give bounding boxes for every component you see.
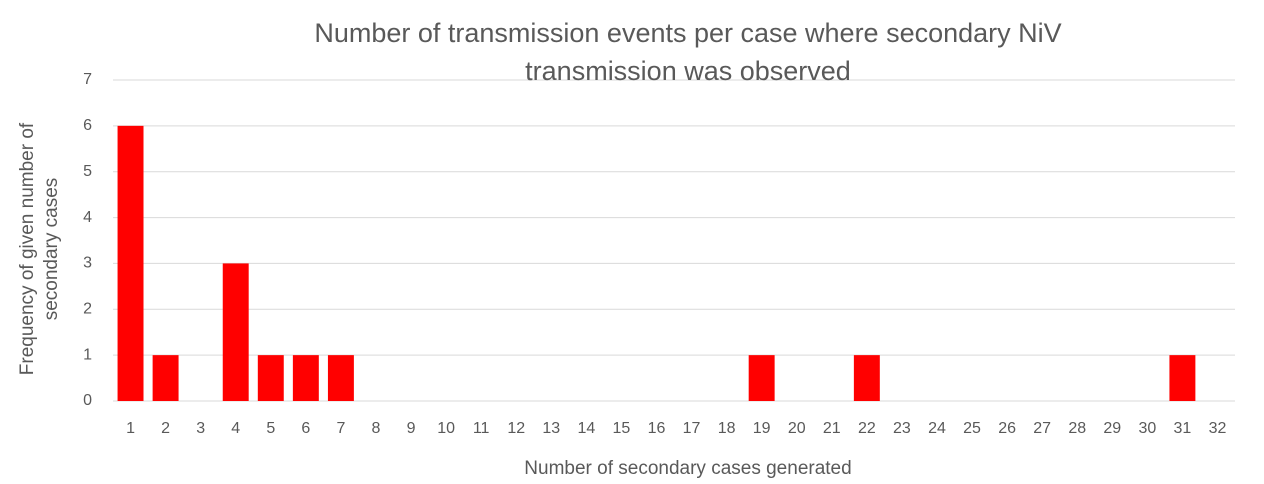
x-tick-label: 30 <box>1138 420 1156 437</box>
x-tick-label: 32 <box>1209 420 1227 437</box>
bar <box>327 355 354 401</box>
y-tick-label: 1 <box>83 346 92 363</box>
y-axis-label: Frequency of given number of secondary c… <box>17 122 62 376</box>
bar <box>1169 355 1196 401</box>
x-tick-label: 29 <box>1103 420 1121 437</box>
x-tick-label: 21 <box>823 420 841 437</box>
bar <box>222 263 249 401</box>
x-tick-label: 13 <box>542 420 560 437</box>
x-tick-label: 18 <box>718 420 736 437</box>
x-tick-label: 8 <box>372 420 381 437</box>
x-tick-label: 7 <box>336 420 345 437</box>
x-tick-label: 12 <box>507 420 525 437</box>
x-tick-label: 24 <box>928 420 946 437</box>
x-tick-label: 25 <box>963 420 981 437</box>
x-tick-label: 27 <box>1033 420 1051 437</box>
x-tick-label: 16 <box>648 420 666 437</box>
y-tick-label: 6 <box>83 117 92 134</box>
y-tick-label: 4 <box>83 209 92 226</box>
x-tick-label: 10 <box>437 420 455 437</box>
x-tick-label: 9 <box>407 420 416 437</box>
y-tick-label: 7 <box>83 71 92 88</box>
bar <box>152 355 179 401</box>
x-tick-label: 31 <box>1174 420 1192 437</box>
bar <box>257 355 284 401</box>
y-tick-label: 3 <box>83 255 92 272</box>
y-tick-label: 0 <box>83 392 92 409</box>
x-tick-label: 15 <box>613 420 631 437</box>
y-tick-label: 5 <box>83 163 92 180</box>
bar <box>292 355 319 401</box>
x-tick-label: 26 <box>998 420 1016 437</box>
x-tick-label: 22 <box>858 420 876 437</box>
x-tick-label: 17 <box>683 420 701 437</box>
x-tick-label: 19 <box>753 420 771 437</box>
x-tick-label: 1 <box>126 420 135 437</box>
x-tick-label: 28 <box>1068 420 1086 437</box>
x-tick-label: 4 <box>231 420 240 437</box>
x-tick-label: 2 <box>161 420 170 437</box>
bar <box>117 125 144 401</box>
x-tick-label: 23 <box>893 420 911 437</box>
x-tick-label: 20 <box>788 420 806 437</box>
x-axis-label: Number of secondary cases generated <box>524 458 852 479</box>
x-tick-label: 3 <box>196 420 205 437</box>
x-tick-label: 5 <box>266 420 275 437</box>
x-tick-label: 11 <box>473 420 490 437</box>
x-tick-label: 6 <box>301 420 310 437</box>
x-tick-label: 14 <box>577 420 595 437</box>
bar <box>748 355 775 401</box>
y-tick-label: 2 <box>83 301 92 318</box>
chart-title: Number of transmission events per case w… <box>314 18 1062 86</box>
bar <box>853 355 880 401</box>
